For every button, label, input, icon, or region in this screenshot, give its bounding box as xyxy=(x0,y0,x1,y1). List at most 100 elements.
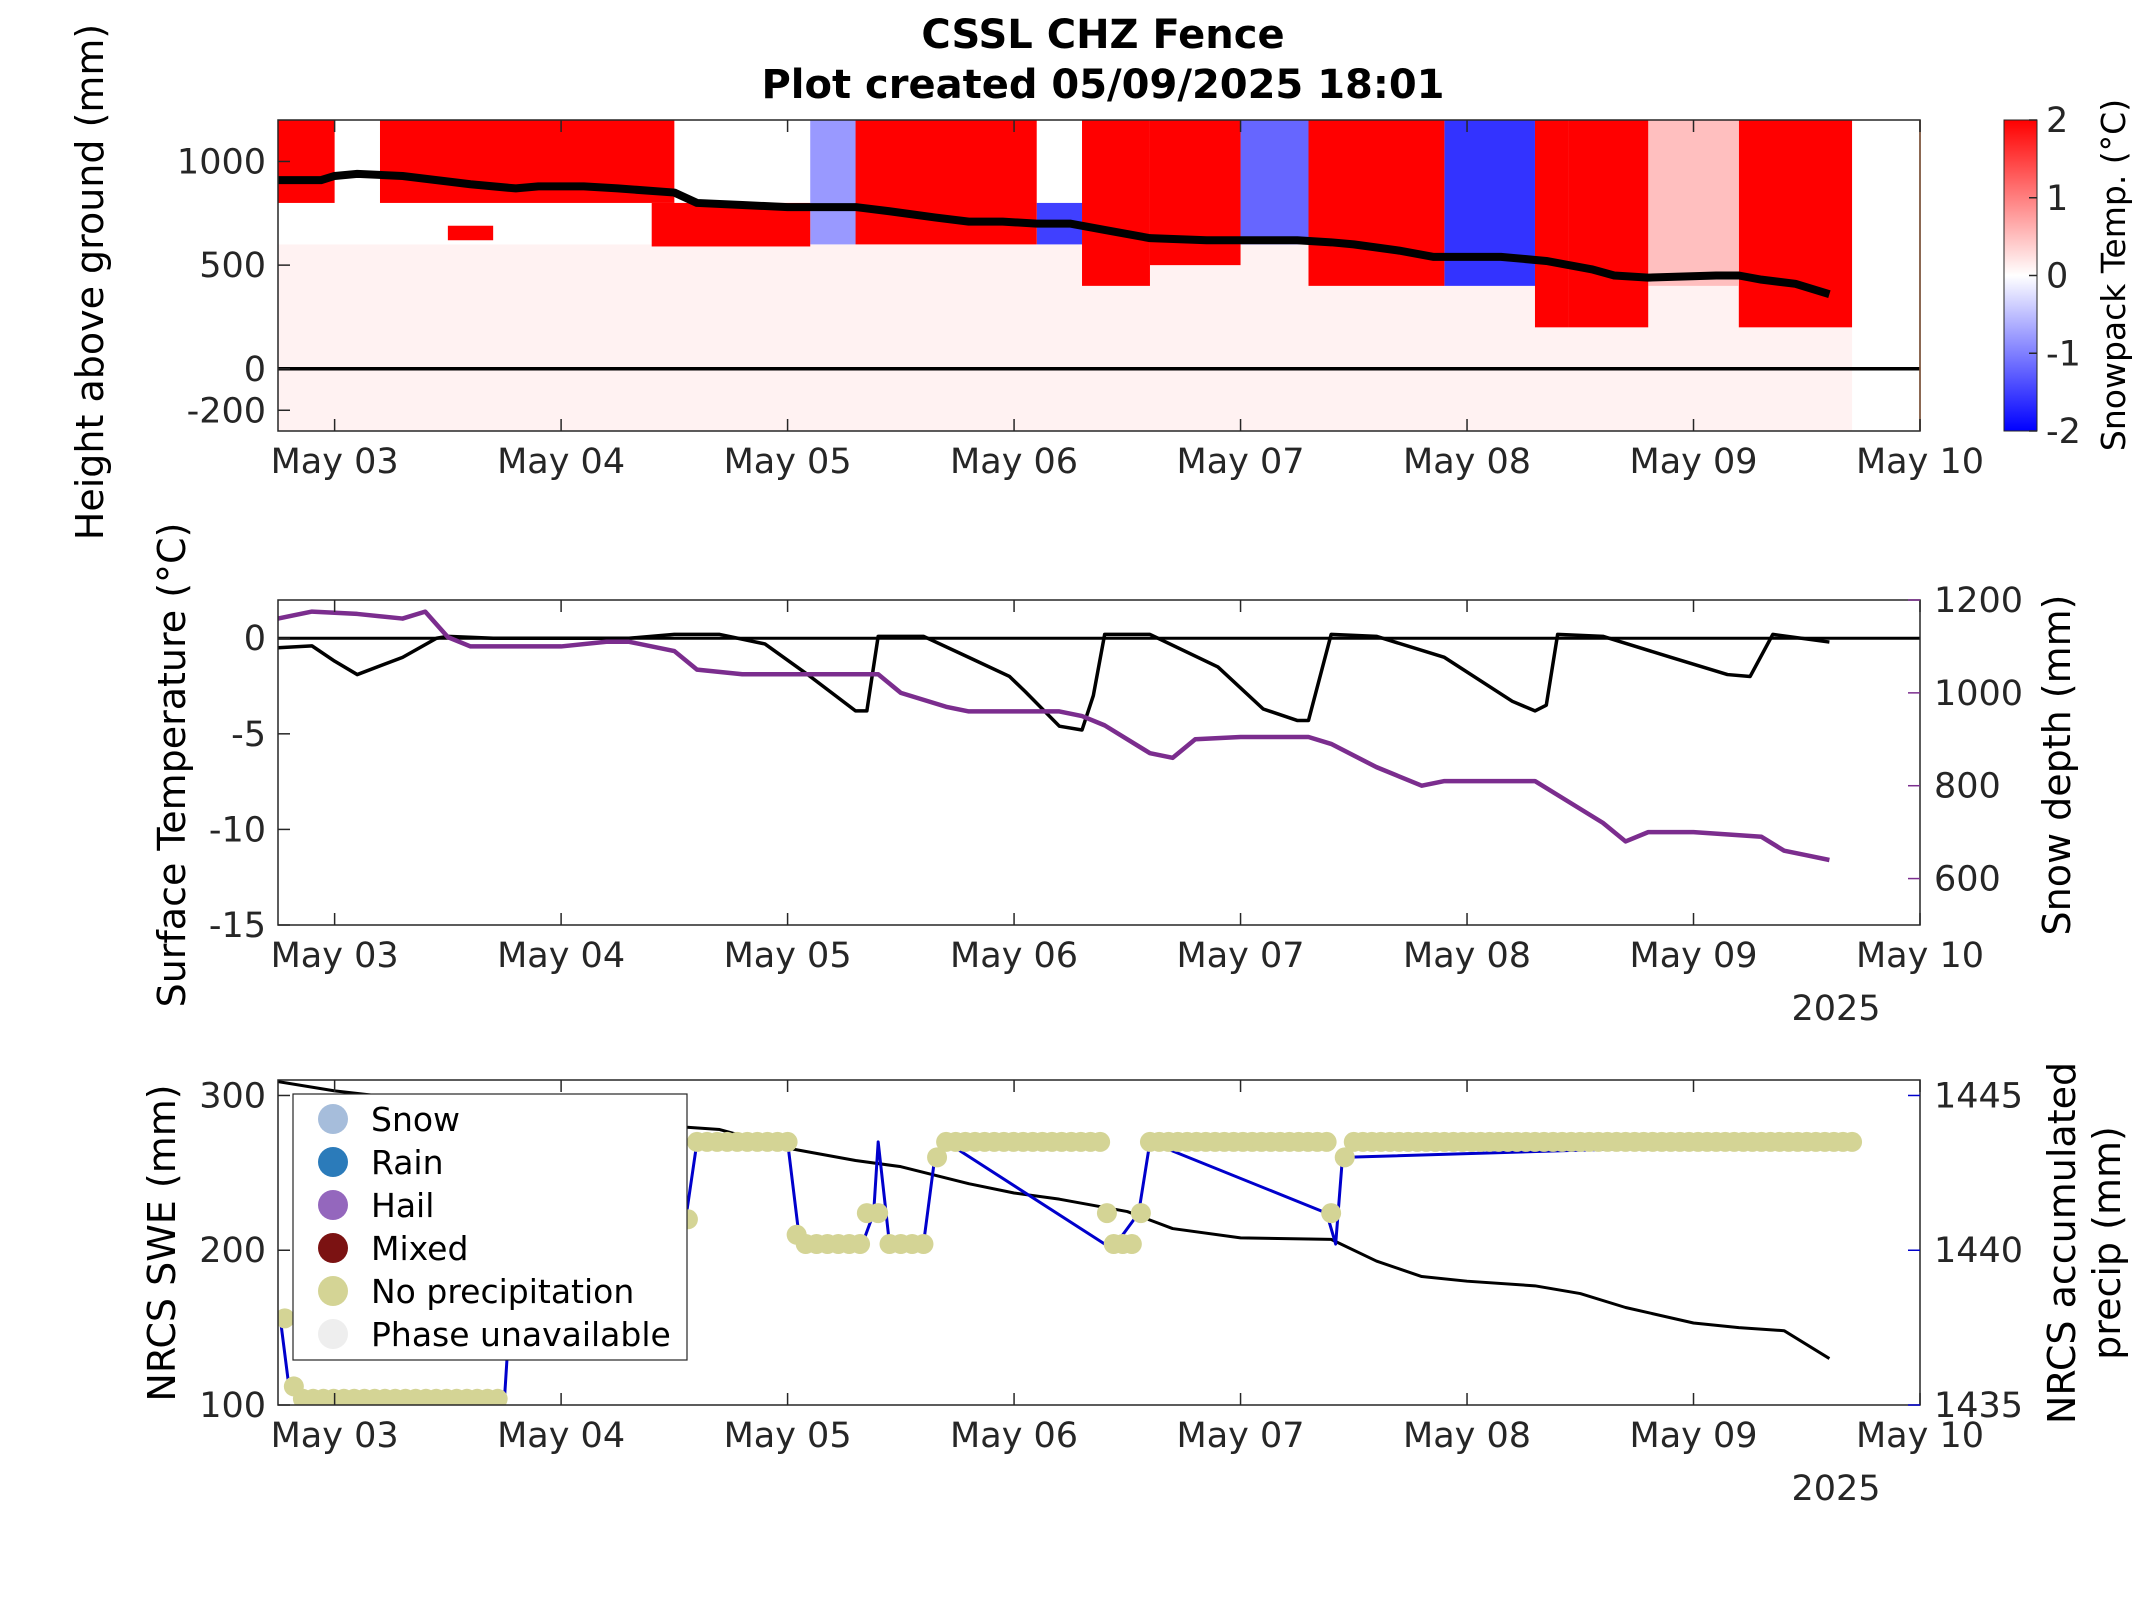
panel1-ytick-label: 1000 xyxy=(177,142,266,182)
precip-marker xyxy=(1090,1131,1111,1152)
panel1-ytick-label: 0 xyxy=(244,350,266,390)
panel2-right-ytick-label: 600 xyxy=(1934,860,2001,900)
panel-surface-temperature: May 03 May 04 May 05 May 06 May 07 May 08 May … xyxy=(150,523,2079,1029)
panel2-xtick-label: May 10 xyxy=(1856,936,1984,976)
panel2-ylabel: Surface Temperature (°C) xyxy=(150,523,194,1008)
panel2-right-ytick-label: 1200 xyxy=(1934,581,2023,621)
panel2-right-ytick-label: 1000 xyxy=(1934,674,2023,714)
panel3-xtick-label: May 06 xyxy=(950,1416,1078,1456)
figure-title-line1: CSSL CHZ Fence xyxy=(921,12,1284,58)
legend-label: Snow xyxy=(371,1100,460,1139)
panel2-right-ytick-label: 800 xyxy=(1934,767,2001,807)
surface-temperature-series xyxy=(278,632,1830,732)
panel1-xtick-label: May 06 xyxy=(950,442,1078,482)
panel2-xtick-label: May 07 xyxy=(1177,936,1305,976)
legend: Snow Rain Hail Mixed No precipitation Phase u… xyxy=(292,1093,688,1361)
panel2-frame xyxy=(277,599,1921,926)
panel3-xtick-label: May 09 xyxy=(1630,1416,1758,1456)
panel2-ytick-label: -5 xyxy=(231,715,266,755)
panel2-ytick-label: -10 xyxy=(209,810,266,850)
legend-swatch xyxy=(318,1190,348,1220)
panel3-right-ytick-label: 1435 xyxy=(1934,1386,2023,1426)
panel1-xtick-label: May 07 xyxy=(1177,442,1305,482)
precip-marker xyxy=(1842,1131,1863,1152)
panel1-axes: May 03 May 04 May 05 May 06 May 07 May 08 May … xyxy=(177,120,1984,482)
colorbar-tick-label: 2 xyxy=(2046,101,2068,141)
colorbar-tick-label: -2 xyxy=(2046,412,2081,452)
legend-swatch xyxy=(318,1104,348,1134)
precip-marker xyxy=(1321,1203,1342,1224)
precip-marker xyxy=(868,1203,889,1224)
panel2-ytick-label: 0 xyxy=(244,619,266,659)
panel2-ytick-label: -15 xyxy=(209,906,266,946)
panel1-xtick-label: May 09 xyxy=(1630,442,1758,482)
panel1-ytick-label: -200 xyxy=(187,391,266,431)
snow-depth-series xyxy=(278,609,1830,863)
panel3-xtick-label: May 05 xyxy=(724,1416,852,1456)
panel-snowpack-temperature: May 03 May 04 May 05 May 06 May 07 May 08 May … xyxy=(68,24,2133,541)
precip-marker xyxy=(777,1131,798,1152)
heatmap-cell xyxy=(1738,120,1853,328)
panel2-xtick-label: May 08 xyxy=(1403,936,1531,976)
precip-marker xyxy=(487,1388,508,1405)
panel1-ylabel: Height above ground (mm) xyxy=(68,24,112,541)
panel2-year-label: 2025 xyxy=(1791,989,1880,1029)
panel2-y2label: Snow depth (mm) xyxy=(2035,595,2079,936)
heatmap-cell xyxy=(1082,120,1150,286)
panel3-right-ytick-label: 1440 xyxy=(1934,1231,2023,1271)
panel2-xtick-label: May 06 xyxy=(950,936,1078,976)
figure-title-line2: Plot created 05/09/2025 18:01 xyxy=(761,62,1444,108)
panel2-background xyxy=(278,600,1920,925)
heatmap-cell xyxy=(810,120,856,245)
panel3-ytick-label: 200 xyxy=(199,1231,266,1271)
precip-marker xyxy=(850,1234,871,1255)
snow-depth-line xyxy=(278,169,1831,298)
precip-marker xyxy=(1316,1131,1337,1152)
heatmap-cell xyxy=(1534,120,1569,328)
panel1-xtick-label: May 05 xyxy=(724,442,852,482)
precip-marker xyxy=(913,1234,934,1255)
heatmap-cell xyxy=(334,120,380,203)
heatmap-cell xyxy=(1308,120,1445,286)
panel3-ylabel: NRCS SWE (mm) xyxy=(140,1084,184,1401)
colorbar-tick-label: -1 xyxy=(2046,334,2081,374)
legend-swatch xyxy=(318,1233,348,1263)
heatmap-cell xyxy=(1568,120,1649,328)
colorbar-ticks: -2 -1 0 1 2 xyxy=(2029,101,2081,452)
panel1-ytick-label: 500 xyxy=(199,246,266,286)
legend-label: Hail xyxy=(371,1186,434,1225)
panel3-lines xyxy=(278,1080,1863,1405)
panel3-y2label-line2: precip (mm) xyxy=(2085,1126,2129,1360)
precip-marker xyxy=(1334,1147,1355,1168)
heatmap-cell xyxy=(1648,120,1739,286)
panel3-xtick-label: May 04 xyxy=(497,1416,625,1456)
panel3-year-label: 2025 xyxy=(1791,1469,1880,1509)
panel1-xtick-label: May 04 xyxy=(497,442,625,482)
panel3-frame xyxy=(277,1079,1921,1406)
panel3-ytick-label: 100 xyxy=(199,1386,266,1426)
panel1-lines xyxy=(278,169,1920,371)
legend-swatch xyxy=(318,1147,348,1177)
precip-marker xyxy=(1130,1203,1151,1224)
panel1-xtick-label: May 08 xyxy=(1403,442,1531,482)
panel3-xtick-label: May 07 xyxy=(1177,1416,1305,1456)
panel2-xtick-label: May 04 xyxy=(497,936,625,976)
colorbar-tick-label: 1 xyxy=(2046,179,2068,219)
heatmap-cell xyxy=(447,225,494,241)
panel1-xtick-label: May 10 xyxy=(1856,442,1984,482)
panel3-xtick-label: May 10 xyxy=(1856,1416,1984,1456)
panel2-xtick-label: May 03 xyxy=(271,936,399,976)
panel2-xtick-label: May 09 xyxy=(1630,936,1758,976)
panel3-xtick-label: May 03 xyxy=(271,1416,399,1456)
panel2-lines xyxy=(278,609,1920,863)
legend-label: Rain xyxy=(371,1143,444,1182)
precip-marker xyxy=(1096,1203,1117,1224)
panel3-axes: May 03 May 04 May 05 May 06 May 07 May 08 May … xyxy=(199,1076,2023,1456)
precip-marker xyxy=(927,1147,948,1168)
legend-label: No precipitation xyxy=(371,1272,634,1311)
panel2-axes: May 03 May 04 May 05 May 06 May 07 May 08 May … xyxy=(209,581,2023,976)
colorbar-label: Snowpack Temp. (°C) xyxy=(2094,99,2133,451)
heatmap-cell xyxy=(1240,120,1309,245)
